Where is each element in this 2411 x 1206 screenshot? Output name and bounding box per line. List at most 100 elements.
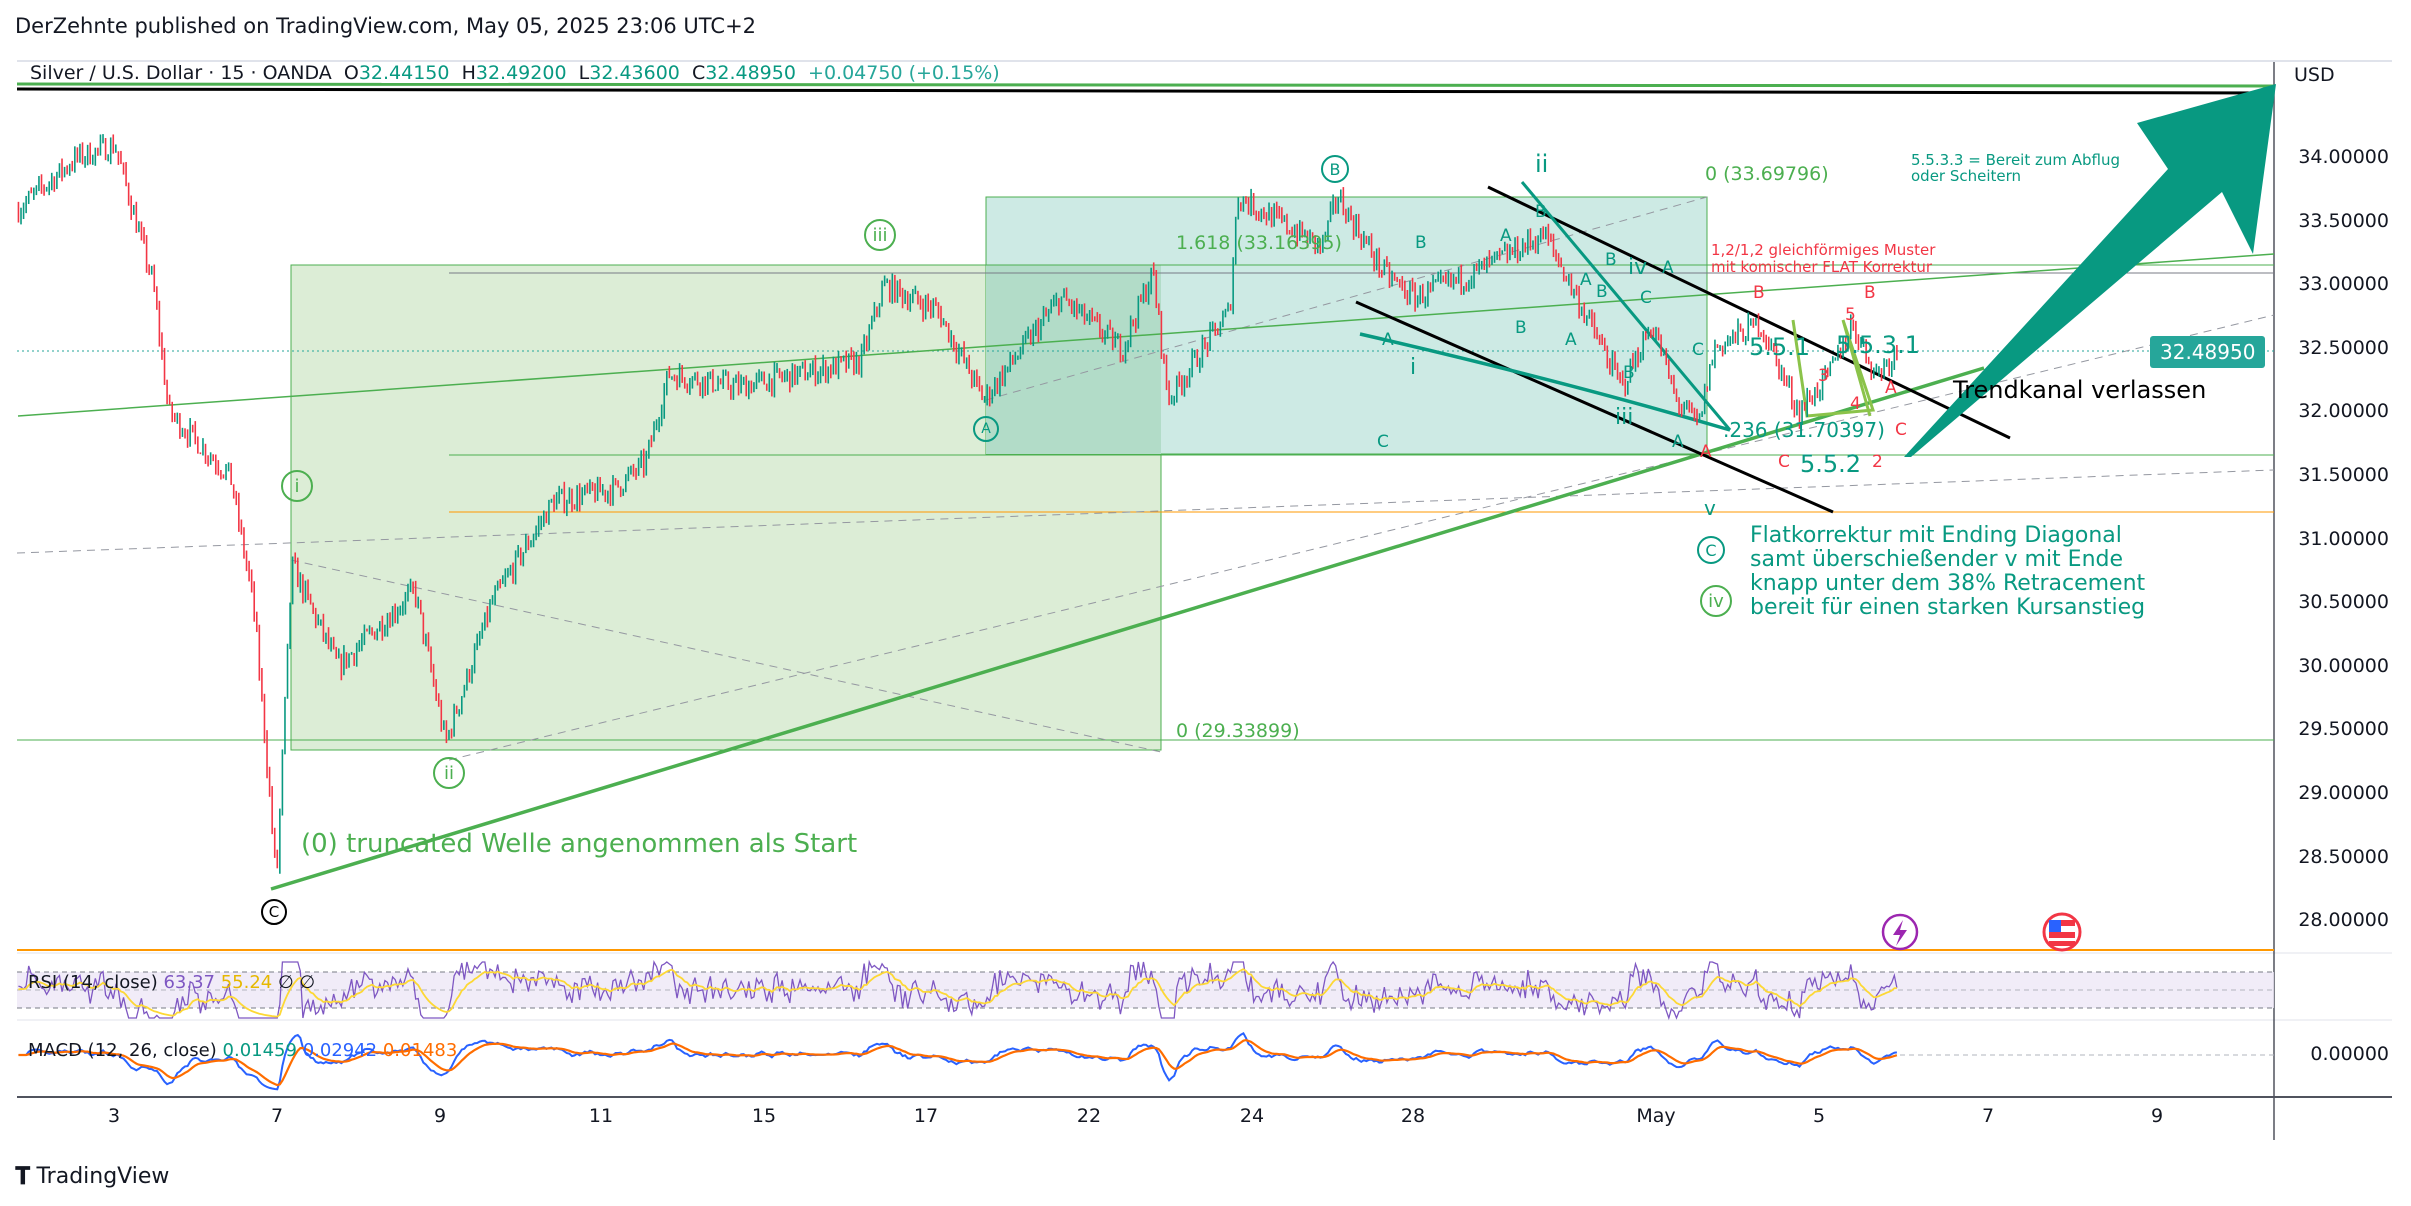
note-muster[interactable]: 1,2/1,2 gleichförmiges Muster mit komisc… — [1711, 242, 1935, 276]
red-wave-label[interactable]: C — [1778, 452, 1790, 472]
macd-value: 0.01459 — [222, 1040, 297, 1061]
price-tick-label: 30.50000 — [2298, 591, 2389, 614]
dashed-line[interactable] — [16, 469, 2275, 554]
wave-letter-label[interactable]: B — [1605, 250, 1617, 270]
wave-letter-label[interactable]: A — [1662, 258, 1674, 278]
price-tick-label: 28.50000 — [2298, 845, 2389, 868]
rsi-label: RSI (14, close) — [28, 972, 158, 993]
red-wave-label[interactable]: B — [1753, 283, 1765, 303]
wave-letter-label[interactable]: A — [1672, 432, 1684, 452]
red-wave-label[interactable]: 3 — [1818, 366, 1829, 386]
macd-legend[interactable]: MACD (12, 26, close) 0.01459 0.02942 0.0… — [28, 1040, 457, 1061]
wave-letter-label[interactable]: C — [1692, 340, 1704, 360]
subwave-v[interactable]: v — [1704, 496, 1716, 520]
wave-letter-label[interactable]: A — [1382, 330, 1394, 350]
us-flag-event-icon[interactable] — [2042, 912, 2082, 952]
wave-letter-label[interactable]: A — [1565, 330, 1577, 350]
close-value: 32.48950 — [705, 62, 796, 84]
wave-i-label[interactable]: i — [281, 470, 313, 502]
time-tick-label: 28 — [1400, 1105, 1426, 1127]
trendkanal-label[interactable]: Trendkanal verlassen — [1953, 376, 2207, 404]
price-tick-label: 29.00000 — [2298, 782, 2389, 804]
red-wave-label[interactable]: A — [1700, 442, 1712, 462]
current-price-label: 32.48950 — [2150, 336, 2266, 368]
top-green-line[interactable] — [16, 82, 2275, 88]
main-green-trendline[interactable] — [270, 366, 1985, 891]
wave-letter-label[interactable]: C — [1377, 432, 1389, 452]
dashed-line[interactable] — [290, 559, 1162, 753]
symbol-legend[interactable]: Silver / U.S. Dollar · 15 · OANDA O32.44… — [30, 62, 1000, 84]
subwave-iv[interactable]: iv — [1628, 255, 1648, 280]
red-wave-label[interactable]: C — [1895, 420, 1907, 440]
fib-bottom-label[interactable]: 0 (29.33899) — [1176, 720, 1300, 742]
wave-ii-label[interactable]: ii — [433, 757, 465, 789]
diagonal-lower-line[interactable] — [1359, 332, 1731, 432]
red-wave-label[interactable]: 5 — [1845, 305, 1856, 325]
red-wave-label[interactable]: 2 — [1872, 452, 1883, 472]
rsi-extra: ∅ — [299, 972, 316, 993]
wave-iii-label[interactable]: iii — [864, 219, 896, 251]
fib-236-label[interactable]: .236 (31.70397) — [1723, 418, 1885, 442]
tradingview-logo[interactable]: 𝐓 TradingView — [15, 1162, 169, 1190]
time-tick-label: 7 — [1981, 1105, 1995, 1127]
wave-letter-label[interactable]: B — [1596, 282, 1608, 302]
wave-iv-label[interactable]: iv — [1700, 585, 1732, 617]
wave-letter-label[interactable]: B — [1623, 363, 1635, 383]
time-tick-label: 5 — [1812, 1105, 1826, 1127]
macd-line — [18, 1031, 1898, 1091]
label-5-5-1[interactable]: 5.5.1 — [1749, 333, 1811, 361]
subwave-i[interactable]: i — [1410, 355, 1417, 380]
wave-letter-label[interactable]: B — [1535, 202, 1547, 222]
thin-green-trendline[interactable] — [17, 253, 2275, 417]
wave-letter-label[interactable]: B — [1515, 318, 1527, 338]
time-tick-label: 11 — [588, 1105, 614, 1127]
chart-frame — [17, 60, 2392, 1142]
flat-correction-note[interactable]: Flatkorrektur mit Ending Diagonal samt ü… — [1750, 524, 2145, 620]
diagonal-upper-line[interactable] — [1520, 181, 1732, 431]
rsi-legend[interactable]: RSI (14, close) 63.37 55.24 ∅ ∅ — [28, 972, 315, 993]
top-black-line[interactable] — [16, 87, 2275, 95]
wave-letter-label[interactable]: A — [1580, 270, 1592, 290]
tv-logo-icon: 𝐓 — [15, 1162, 31, 1190]
wave-B-label[interactable]: B — [1321, 155, 1349, 183]
price-tick-label: 30.00000 — [2298, 654, 2389, 677]
fib-top-label[interactable]: 0 (33.69796) — [1705, 163, 1829, 185]
price-tick-label: 31.50000 — [2298, 464, 2389, 486]
note-line: bereit für einen starken Kursanstieg — [1750, 595, 2146, 620]
currency-label[interactable]: USD — [2294, 64, 2335, 86]
wave-A-label[interactable]: A — [973, 416, 999, 442]
subwave-iii[interactable]: iii — [1615, 405, 1634, 430]
hist-value: 0.01483 — [382, 1040, 458, 1061]
wave-C-teal-label[interactable]: C — [1697, 536, 1725, 564]
subwave-ii[interactable]: ii — [1535, 150, 1549, 178]
price-tick-label: 34.00000 — [2298, 146, 2389, 168]
dashed-line[interactable] — [448, 314, 2275, 761]
label-5-5-3-1[interactable]: 5.5.3.1 — [1836, 331, 1920, 359]
close-label: C — [692, 62, 706, 84]
truncated-wave-note[interactable]: (0) truncated Welle angenommen als Start — [301, 829, 858, 859]
wave-letter-label[interactable]: A — [1500, 226, 1512, 246]
red-wave-label[interactable]: A — [1885, 378, 1897, 398]
wave-C-black-label[interactable]: C — [261, 899, 287, 925]
price-tick-label: 33.50000 — [2298, 209, 2389, 232]
label-5-5-2[interactable]: 5.5.2 — [1800, 450, 1862, 478]
price-tick-label: 32.00000 — [2298, 400, 2389, 423]
channel-lower-line[interactable] — [1355, 300, 1834, 514]
lightning-event-icon[interactable] — [1881, 913, 1919, 951]
fib-1618-label[interactable]: 1.618 (33.16395) — [1176, 232, 1342, 254]
published-by-text: DerZehnte published on TradingView.com, … — [15, 14, 757, 38]
candles-group — [17, 134, 1898, 874]
sub-wave-lines[interactable] — [1791, 319, 1876, 418]
note-line: mit komischer FLAT Korrektur — [1711, 258, 1933, 276]
red-wave-label[interactable]: 4 — [1850, 394, 1861, 414]
rsi-line — [18, 959, 1898, 1021]
big-up-arrow[interactable] — [1904, 84, 2276, 457]
wave-letter-label[interactable]: C — [1640, 288, 1652, 308]
wave-letter-label[interactable]: B — [1415, 233, 1427, 253]
price-tick-label: 32.50000 — [2298, 336, 2389, 359]
note-abflug[interactable]: 5.5.3.3 = Bereit zum Abflug oder Scheite… — [1911, 152, 2120, 184]
note-line: 5.5.3.3 = Bereit zum Abflug — [1911, 151, 2121, 169]
red-wave-label[interactable]: B — [1864, 283, 1876, 303]
note-line: knapp unter dem 38% Retracement — [1750, 571, 2146, 596]
